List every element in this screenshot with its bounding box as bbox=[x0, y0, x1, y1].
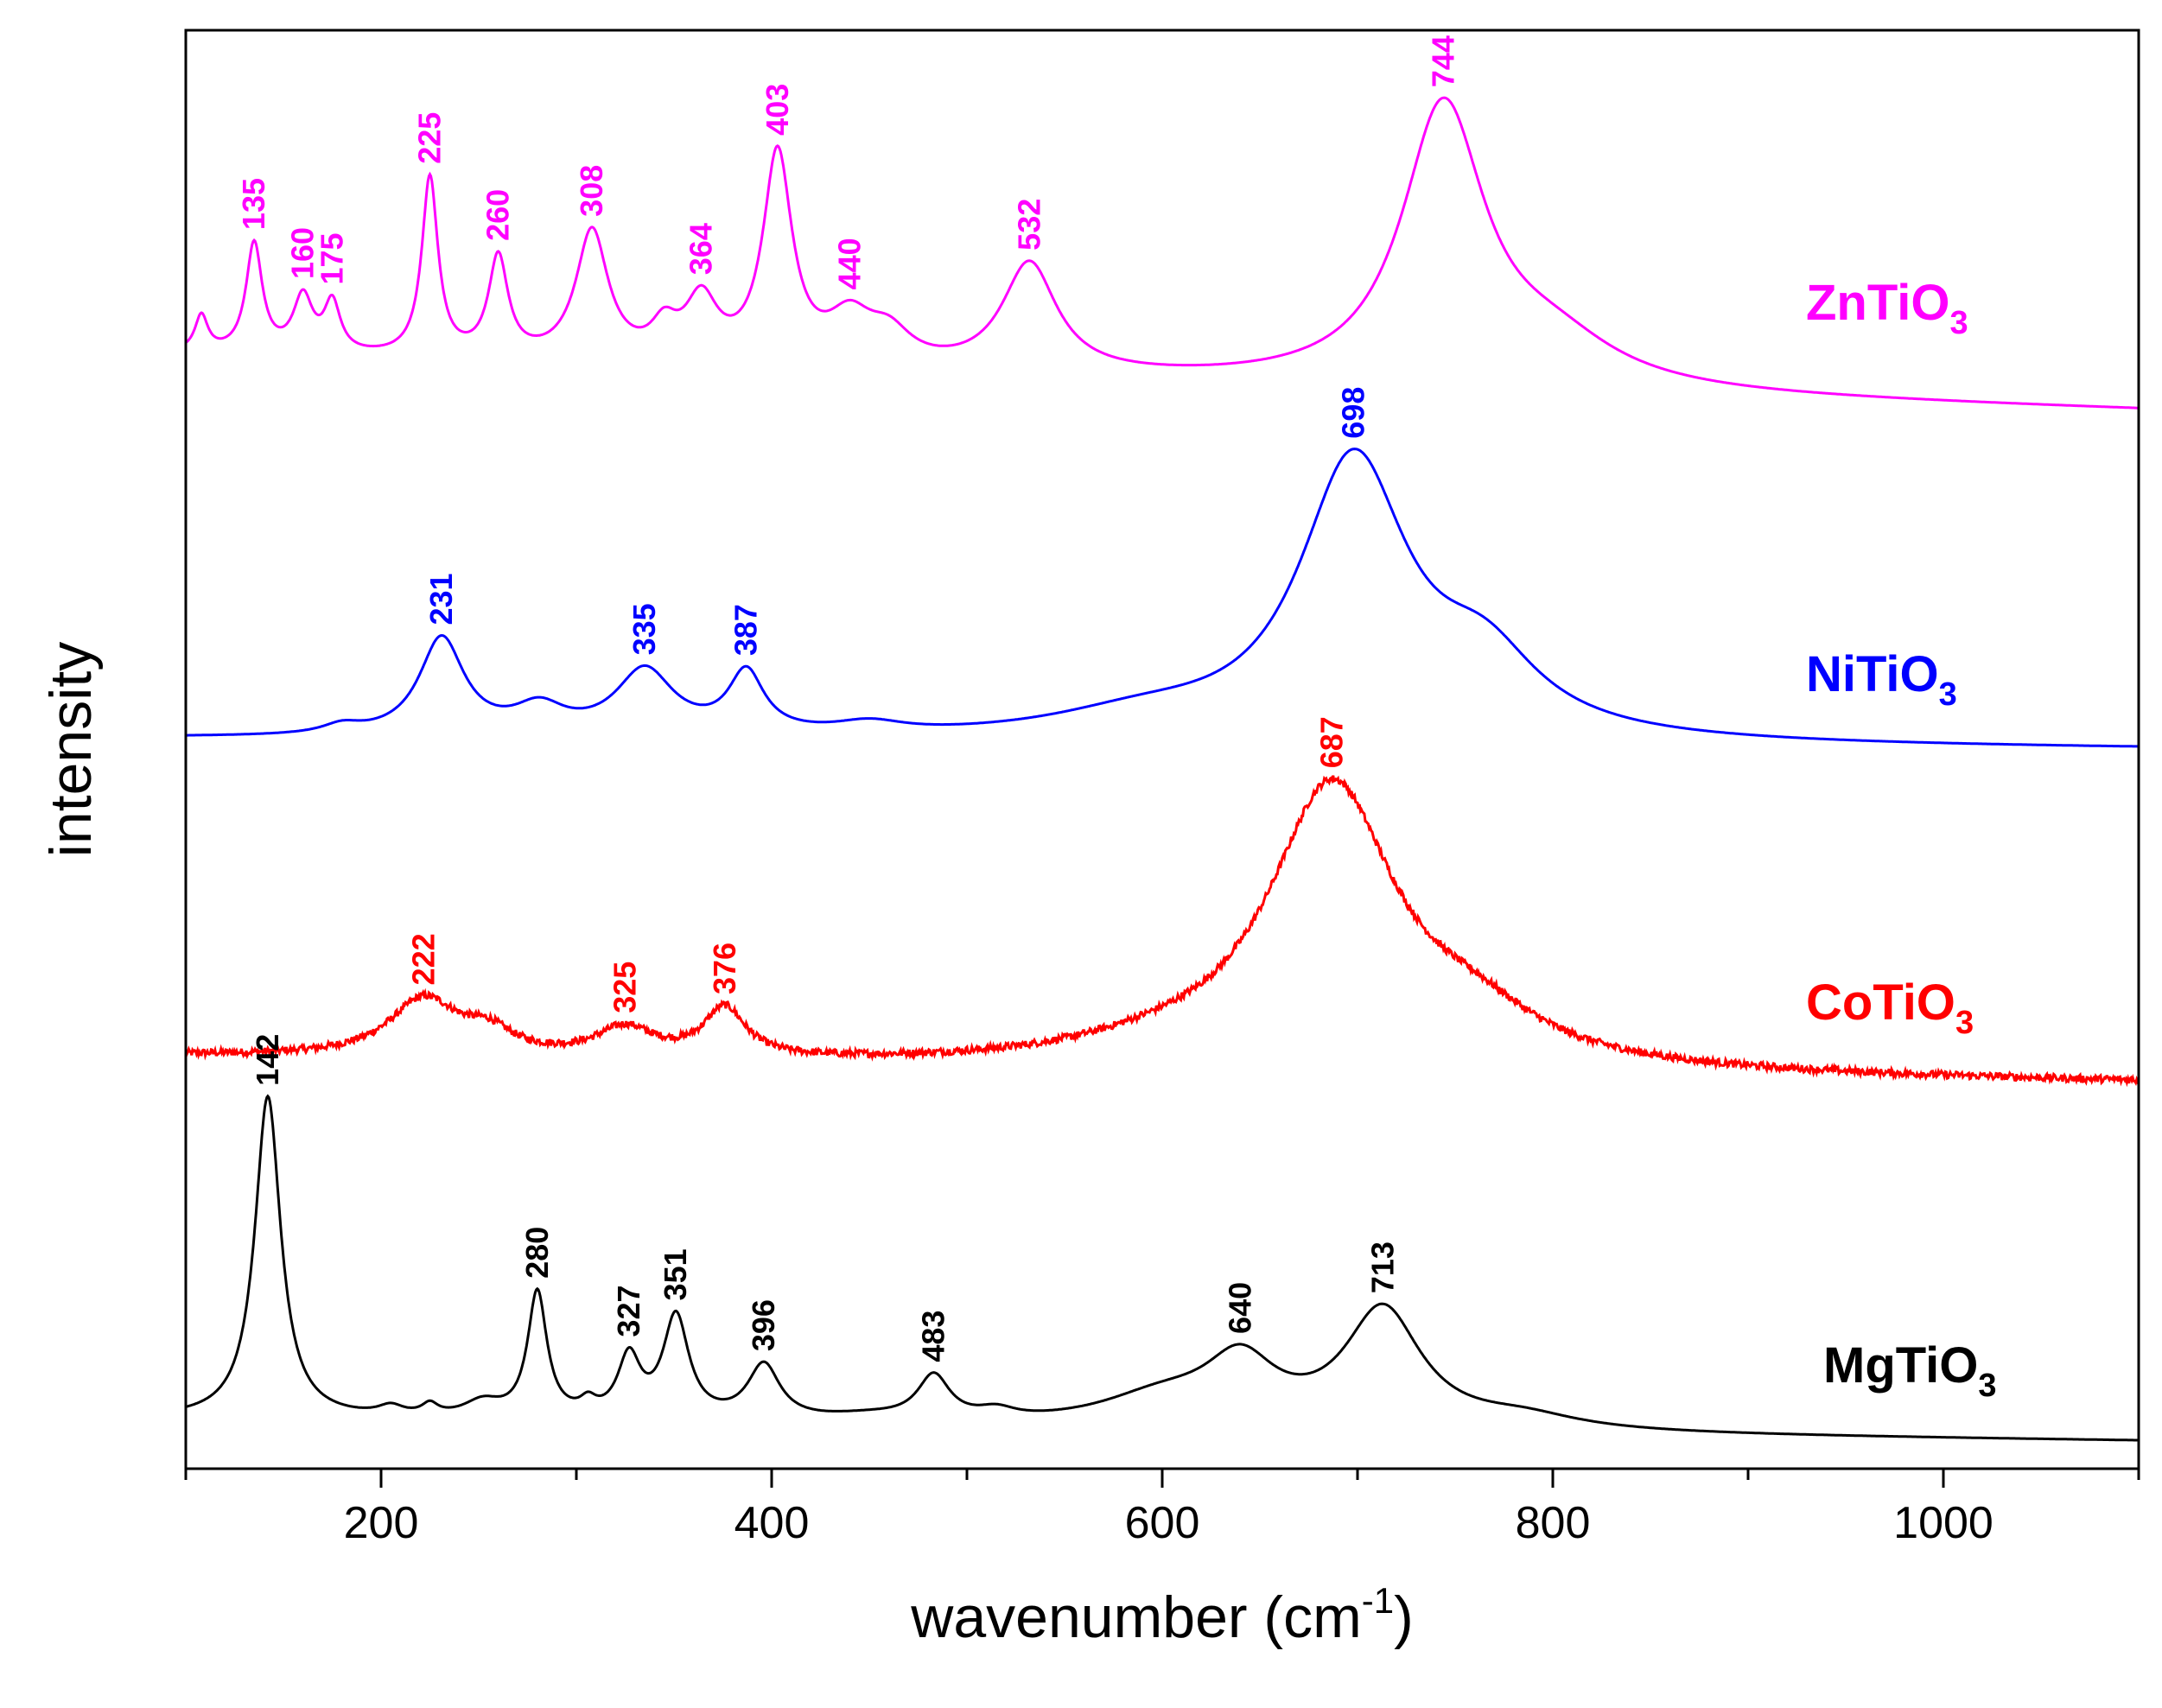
peak-label-ZnTiO3-403: 403 bbox=[760, 84, 795, 136]
peak-label-MgTiO3-640: 640 bbox=[1222, 1282, 1257, 1334]
x-tick-label-800: 800 bbox=[1516, 1498, 1591, 1548]
peak-label-ZnTiO3-440: 440 bbox=[831, 238, 867, 289]
peak-label-NiTiO3-335: 335 bbox=[626, 603, 662, 655]
series-label-subscript: 3 bbox=[1949, 305, 1968, 341]
series-label-subscript: 3 bbox=[1978, 1368, 1996, 1404]
peak-label-NiTiO3-698: 698 bbox=[1335, 387, 1370, 439]
peak-label-ZnTiO3-260: 260 bbox=[480, 189, 516, 241]
y-axis-title: intensity bbox=[38, 642, 104, 857]
peak-label-MgTiO3-351: 351 bbox=[658, 1248, 693, 1300]
x-tick-label-400: 400 bbox=[734, 1498, 810, 1548]
plot-frame bbox=[184, 29, 2140, 1470]
peak-label-MgTiO3-327: 327 bbox=[611, 1285, 646, 1337]
x-axis-title-superscript: -1 bbox=[1362, 1580, 1394, 1621]
series-label-subscript: 3 bbox=[1955, 1005, 1974, 1041]
peak-label-CoTiO3-325: 325 bbox=[607, 962, 643, 1013]
x-tick-label-1000: 1000 bbox=[1893, 1498, 1993, 1548]
series-label-ZnTiO3: ZnTiO3 bbox=[1806, 275, 1968, 341]
series-label-NiTiO3: NiTiO3 bbox=[1806, 646, 1957, 713]
series-label-CoTiO3: CoTiO3 bbox=[1806, 975, 1974, 1041]
x-axis-title: wavenumber (cm-1) bbox=[910, 1580, 1414, 1650]
series-label-main: CoTiO bbox=[1806, 975, 1955, 1031]
peak-label-ZnTiO3-532: 532 bbox=[1011, 199, 1046, 251]
x-tick-label-200: 200 bbox=[344, 1498, 419, 1548]
series-line-CoTiO3 bbox=[184, 775, 2140, 1088]
peak-label-CoTiO3-222: 222 bbox=[406, 933, 442, 985]
x-axis-title-main: wavenumber (cm bbox=[910, 1584, 1362, 1650]
peak-label-CoTiO3-376: 376 bbox=[707, 943, 742, 994]
series-line-ZnTiO3 bbox=[185, 96, 2139, 410]
peak-label-ZnTiO3-135: 135 bbox=[236, 178, 271, 230]
x-axis-title-close: ) bbox=[1394, 1584, 1414, 1650]
plot-series bbox=[184, 96, 2140, 1442]
peak-label-ZnTiO3-744: 744 bbox=[1425, 35, 1460, 87]
series-label-subscript: 3 bbox=[1939, 676, 1957, 713]
peak-label-NiTiO3-231: 231 bbox=[423, 573, 459, 625]
series-line-MgTiO3 bbox=[185, 1094, 2139, 1442]
peak-label-CoTiO3-687: 687 bbox=[1314, 716, 1350, 768]
peak-label-MgTiO3-713: 713 bbox=[1364, 1241, 1400, 1293]
axes: 200 400 600 800 1000 wavenumber (cm-1) intensi… bbox=[38, 29, 2140, 1650]
peak-label-ZnTiO3-160: 160 bbox=[285, 227, 321, 279]
series-label-main: ZnTiO bbox=[1806, 275, 1949, 331]
peak-label-MgTiO3-142: 142 bbox=[250, 1034, 285, 1086]
series-label-main: MgTiO bbox=[1823, 1337, 1978, 1394]
series-label-main: NiTiO bbox=[1806, 646, 1939, 702]
series-line-NiTiO3 bbox=[186, 448, 2140, 748]
peak-label-NiTiO3-387: 387 bbox=[728, 604, 764, 656]
peak-label-MgTiO3-280: 280 bbox=[519, 1227, 555, 1279]
peak-label-ZnTiO3-364: 364 bbox=[684, 223, 719, 275]
peak-label-ZnTiO3-225: 225 bbox=[412, 112, 448, 164]
peak-label-ZnTiO3-308: 308 bbox=[574, 165, 609, 217]
peak-label-MgTiO3-396: 396 bbox=[746, 1299, 781, 1351]
peak-label-ZnTiO3-175: 175 bbox=[315, 232, 350, 284]
peak-label-MgTiO3-483: 483 bbox=[916, 1311, 951, 1362]
series-label-MgTiO3: MgTiO3 bbox=[1823, 1337, 1997, 1404]
x-tick-label-600: 600 bbox=[1125, 1498, 1200, 1548]
